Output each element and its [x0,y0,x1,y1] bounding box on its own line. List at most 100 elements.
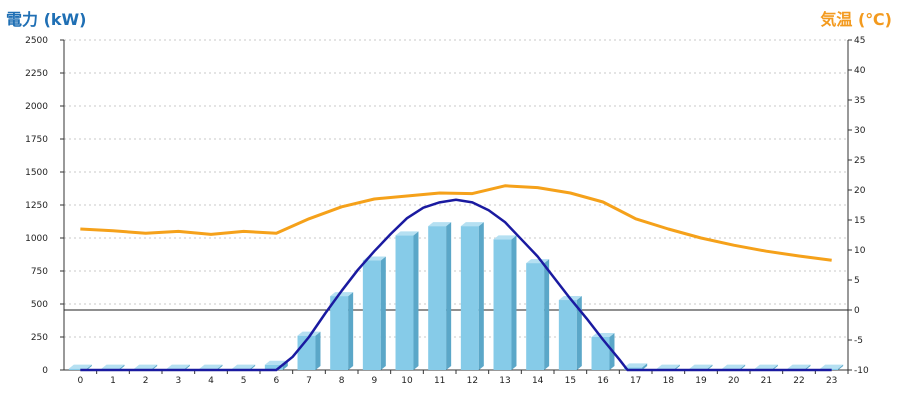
x-tick-label: 17 [630,376,641,386]
right-tick-label: 10 [854,246,866,256]
bar-side [315,331,321,370]
left-tick-label: 1000 [25,234,48,244]
bar-side [838,364,844,370]
bar-top [428,222,452,227]
bar [264,364,283,370]
bar-side [478,222,484,370]
right-tick-label: 0 [854,306,860,316]
bar-top [624,363,648,368]
bar [493,239,512,370]
left-tick-label: 2500 [25,36,48,46]
bar [428,226,447,370]
left-tick-label: 1500 [25,168,48,178]
bar-top [460,222,484,227]
bar [68,368,87,370]
left-tick-label: 500 [31,300,48,310]
bar-top [68,364,92,369]
left-tick-label: 750 [31,267,48,277]
right-tick-label: 20 [854,186,866,196]
bar [330,296,349,370]
temperature-line [80,184,832,262]
x-tick-label: 5 [241,376,247,386]
right-tick-label: -10 [854,366,869,376]
bar-side [740,364,746,370]
right-tick-label: 25 [854,156,865,166]
right-tick-label: 40 [854,66,866,76]
bar-side [184,364,190,370]
bar-side [380,256,386,370]
x-tick-label: 15 [565,376,576,386]
bar-side [707,364,713,370]
x-tick-label: 23 [826,376,837,386]
bar-side [217,364,223,370]
bar-top [134,364,158,369]
bar [591,337,610,370]
right-tick-label: 35 [854,96,865,106]
bar-top [820,364,844,369]
left-axis-title: 電力 (kW) [6,10,87,29]
bar-top [264,360,288,365]
x-tick-label: 13 [499,376,510,386]
bar-top [754,364,778,369]
bar-side [511,235,517,370]
right-tick-label: -5 [854,336,863,346]
bar [362,260,381,370]
bar-side [446,222,452,370]
bar-top [101,364,125,369]
x-tick-label: 9 [371,376,377,386]
right-tick-label: 15 [854,216,865,226]
left-tick-label: 250 [31,333,48,343]
bar-side [772,364,778,370]
bar-top [395,231,419,236]
bar-top [787,364,811,369]
right-tick-label: 5 [854,276,860,286]
x-tick-label: 16 [597,376,609,386]
bar-side [250,364,256,370]
x-tick-label: 20 [728,376,740,386]
bar [526,263,545,370]
bar-top [297,331,321,336]
power-curve-line [80,198,832,372]
right-axis-title: 気温 (℃) [820,10,892,29]
bar-side [674,364,680,370]
x-tick-label: 2 [143,376,149,386]
x-tick-label: 3 [175,376,181,386]
left-tick-label: 1750 [25,135,48,145]
x-tick-label: 21 [761,376,772,386]
x-tick-label: 7 [306,376,312,386]
x-tick-label: 14 [532,376,544,386]
bar-side [413,231,419,370]
x-tick-label: 11 [434,376,445,386]
left-tick-label: 1250 [25,201,48,211]
bar [558,300,577,370]
x-tick-label: 12 [467,376,478,386]
x-tick-label: 1 [110,376,116,386]
bar-top [689,364,713,369]
bar-side [805,364,811,370]
x-tick-label: 4 [208,376,214,386]
bar-side [86,364,92,370]
bar-top [330,292,354,297]
bar-top [722,364,746,369]
bar-side [348,292,354,370]
x-tick-label: 18 [663,376,675,386]
x-tick-label: 10 [401,376,413,386]
bar-top [166,364,190,369]
left-tick-label: 2000 [25,102,48,112]
x-tick-label: 6 [273,376,279,386]
bar-top [656,364,680,369]
right-tick-label: 30 [854,126,866,136]
bar-side [642,363,648,370]
bar-side [152,364,158,370]
x-tick-label: 0 [77,376,83,386]
x-tick-label: 8 [339,376,345,386]
bar [460,226,479,370]
right-tick-label: 45 [854,36,865,46]
bar-side [544,259,550,370]
bar [395,235,414,370]
bar-side [119,364,125,370]
bar-side [576,296,582,370]
bar [624,367,643,370]
x-tick-label: 19 [695,376,707,386]
bar-top [493,235,517,240]
